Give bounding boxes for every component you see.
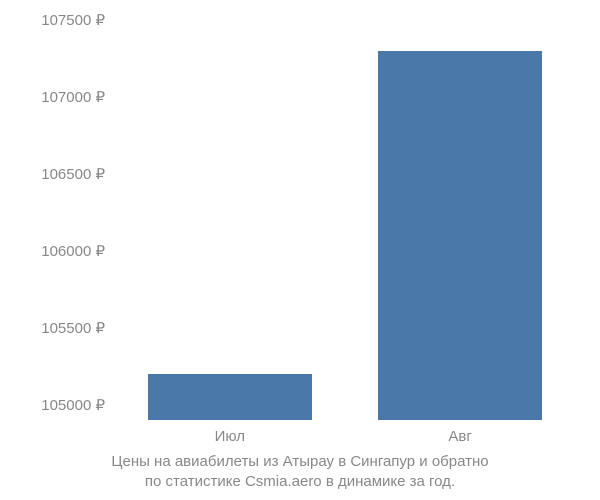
price-chart: 105000 ₽ 105500 ₽ 106000 ₽ 106500 ₽ 107000 ₽… — [0, 0, 600, 500]
y-tick-label: 105500 ₽ — [41, 319, 105, 337]
bar — [378, 51, 543, 420]
bar — [148, 374, 313, 420]
x-tick-label: Июл — [215, 428, 245, 445]
y-tick-label: 107000 ₽ — [41, 88, 105, 106]
caption-line-1: Цены на авиабилеты из Атырау в Сингапур … — [111, 453, 488, 470]
y-tick-label: 105000 ₽ — [41, 396, 105, 414]
y-tick-label: 106000 ₽ — [41, 242, 105, 260]
y-tick-label: 107500 ₽ — [41, 11, 105, 29]
y-tick-label: 106500 ₽ — [41, 165, 105, 183]
caption-line-2: по статистике Csmia.aero в динамике за г… — [145, 473, 455, 490]
plot-area — [110, 20, 580, 420]
chart-caption: Цены на авиабилеты из Атырау в Сингапур … — [0, 452, 600, 493]
x-tick-label: Авг — [448, 428, 471, 445]
